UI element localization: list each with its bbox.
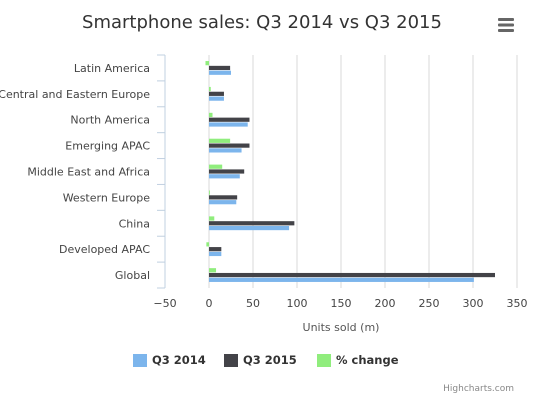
x-tick-label: 200 [375, 297, 396, 310]
bar-q3-2015[interactable] [209, 195, 238, 200]
credits-link[interactable]: Highcharts.com [443, 384, 514, 394]
legend-label: Q3 2014 [152, 353, 206, 367]
bar-q3-2015[interactable] [209, 221, 295, 226]
legend: Q3 2014 Q3 2015 % change [133, 353, 399, 367]
bar-q3-2015[interactable] [209, 117, 250, 122]
bar-q3-2015[interactable] [209, 91, 224, 96]
bar-change[interactable] [209, 112, 213, 118]
x-tick-label: 50 [246, 297, 260, 310]
x-tick-label: −50 [153, 297, 176, 310]
x-tick-label: 350 [507, 297, 528, 310]
bar-q3-2014[interactable] [209, 200, 237, 205]
bar-q3-2014[interactable] [209, 96, 224, 101]
bar-q3-2014[interactable] [209, 277, 474, 282]
bar-change[interactable] [209, 164, 223, 169]
category-label: Central and Eastern Europe [0, 88, 150, 101]
bar-change[interactable] [206, 242, 209, 247]
x-tick-label: 250 [419, 297, 440, 310]
bar-change[interactable] [209, 138, 231, 143]
category-label: Developed APAC [59, 243, 150, 256]
bar-change[interactable] [209, 86, 211, 92]
legend-label: % change [336, 353, 399, 367]
bar-change[interactable] [205, 61, 209, 66]
legend-label: Q3 2015 [243, 353, 297, 367]
axes: −50 0 50 100 150 200 250 300 350 Latin America Cen… [0, 54, 528, 310]
legend-item[interactable]: % change [317, 353, 399, 367]
x-tick-label: 150 [331, 297, 352, 310]
category-label: Middle East and Africa [27, 166, 150, 179]
legend-swatch [133, 354, 147, 367]
bar-change[interactable] [209, 216, 215, 221]
legend-swatch [317, 354, 331, 367]
bar-q3-2014[interactable] [209, 70, 231, 75]
bar-q3-2014[interactable] [209, 148, 242, 153]
bars [205, 61, 495, 282]
category-label: China [119, 217, 150, 230]
bar-q3-2015[interactable] [209, 272, 495, 278]
bar-q3-2015[interactable] [209, 169, 245, 174]
category-label: Emerging APAC [65, 140, 150, 153]
bar-q3-2015[interactable] [209, 65, 231, 71]
bar-change[interactable] [209, 268, 217, 273]
legend-item[interactable]: Q3 2014 [133, 353, 206, 367]
bar-q3-2015[interactable] [209, 247, 222, 252]
bar-q3-2014[interactable] [209, 251, 222, 257]
bar-q3-2014[interactable] [209, 122, 248, 127]
category-label: Western Europe [63, 191, 151, 204]
category-label: Global [115, 269, 150, 282]
chart-menu-button[interactable] [494, 14, 518, 36]
x-axis-title: Units sold (m) [303, 321, 380, 334]
chart-title: Smartphone sales: Q3 2014 vs Q3 2015 [82, 12, 442, 33]
legend-item[interactable]: Q3 2015 [224, 353, 297, 367]
legend-swatch [224, 354, 238, 367]
bar-q3-2015[interactable] [209, 143, 250, 148]
x-tick-label: 0 [206, 297, 213, 310]
category-label: North America [70, 114, 150, 127]
category-label: Latin America [74, 62, 150, 75]
bar-q3-2014[interactable] [209, 174, 240, 179]
x-tick-label: 100 [287, 297, 308, 310]
hamburger-menu-icon [498, 18, 514, 32]
x-tick-label: 300 [463, 297, 484, 310]
bar-change[interactable] [209, 190, 210, 195]
bar-q3-2014[interactable] [209, 225, 290, 231]
